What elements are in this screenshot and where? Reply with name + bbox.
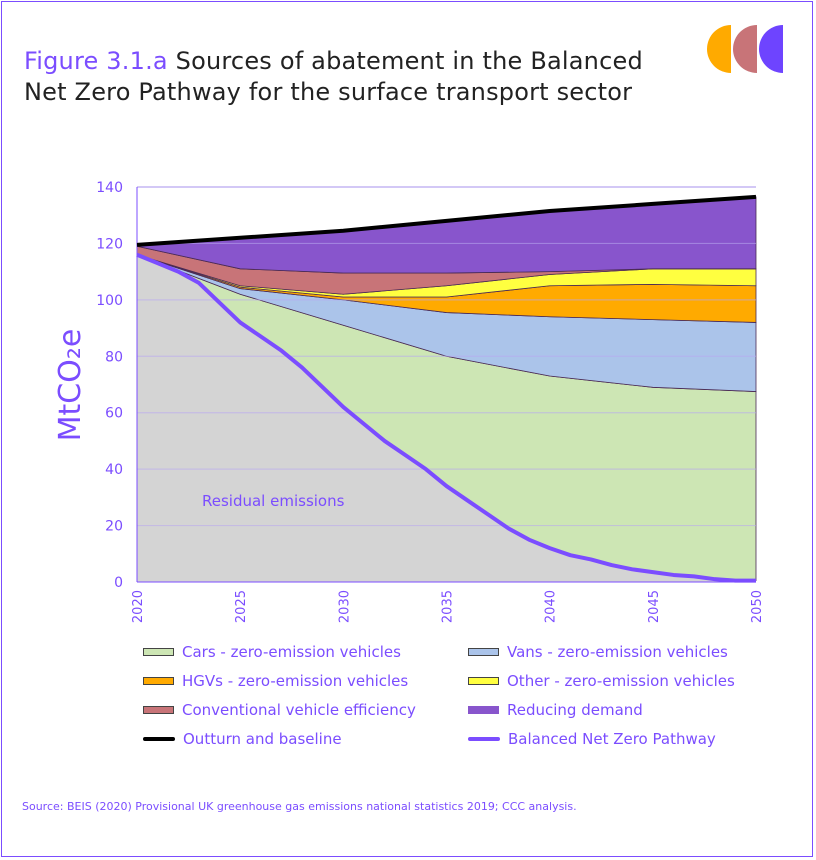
- legend-label: Vans - zero-emission vehicles: [507, 643, 728, 661]
- residual-emissions-area: [137, 254, 756, 582]
- residual-emissions-label: Residual emissions: [202, 492, 345, 510]
- logo-half-circle-rose: [733, 25, 757, 73]
- legend-label: Reducing demand: [507, 701, 643, 719]
- y-tick-label: 60: [105, 406, 123, 422]
- legend-item: Cars - zero-emission vehicles: [143, 643, 401, 661]
- x-tick-label: 2030: [337, 590, 352, 623]
- figure-label: Figure 3.1.a: [24, 47, 168, 75]
- figure-title: Figure 3.1.a Sources of abatement in the…: [24, 46, 643, 108]
- x-tick-label: 2045: [647, 590, 662, 623]
- legend-label: Cars - zero-emission vehicles: [182, 643, 401, 661]
- x-tick-label: 2040: [544, 590, 559, 623]
- outturn-baseline-line: [136, 194, 757, 247]
- y-tick-label: 0: [114, 575, 123, 591]
- legend-label: Outturn and baseline: [183, 730, 342, 748]
- y-tick-label: 20: [105, 519, 123, 535]
- legend-line-swatch: [143, 737, 175, 741]
- legend-area-swatch: [143, 706, 174, 714]
- title-line-1: Sources of abatement in the Balanced: [175, 47, 643, 75]
- legend-item: Outturn and baseline: [143, 730, 342, 748]
- y-tick-label: 100: [96, 293, 123, 309]
- x-tick-label: 2035: [441, 590, 456, 623]
- x-tick-label: 2020: [131, 590, 146, 623]
- logo-half-circle-orange: [707, 25, 731, 73]
- legend-area-swatch: [468, 706, 499, 714]
- x-tick-label: 2050: [750, 590, 765, 623]
- x-tick-label: 2025: [234, 590, 249, 623]
- legend-label: HGVs - zero-emission vehicles: [182, 672, 409, 690]
- legend-item: Reducing demand: [468, 701, 643, 719]
- legend-item: Balanced Net Zero Pathway: [468, 730, 716, 748]
- legend-item: Other - zero-emission vehicles: [468, 672, 735, 690]
- y-axis-label: MtCO₂e: [53, 329, 88, 442]
- legend-item: HGVs - zero-emission vehicles: [143, 672, 408, 690]
- source-note: Source: BEIS (2020) Provisional UK green…: [22, 800, 577, 813]
- legend-area-swatch: [468, 677, 499, 685]
- logo-half-circle-violet: [759, 25, 783, 73]
- legend-area-swatch: [143, 648, 174, 656]
- y-tick-label: 40: [105, 462, 123, 478]
- legend-label: Other - zero-emission vehicles: [507, 672, 735, 690]
- legend-area-swatch: [468, 648, 499, 656]
- y-tick-label: 80: [105, 349, 123, 365]
- ccc-logo: [707, 25, 783, 73]
- balanced-pathway-line: [136, 252, 756, 583]
- legend-item: Vans - zero-emission vehicles: [468, 643, 728, 661]
- title-line-2: Net Zero Pathway for the surface transpo…: [24, 78, 633, 106]
- legend-label: Balanced Net Zero Pathway: [508, 730, 716, 748]
- legend-item: Conventional vehicle efficiency: [143, 701, 416, 719]
- legend-line-swatch: [468, 737, 500, 741]
- legend-area-swatch: [143, 677, 174, 685]
- y-tick-label: 120: [96, 236, 123, 252]
- y-tick-label: 140: [96, 180, 123, 196]
- legend-label: Conventional vehicle efficiency: [182, 701, 416, 719]
